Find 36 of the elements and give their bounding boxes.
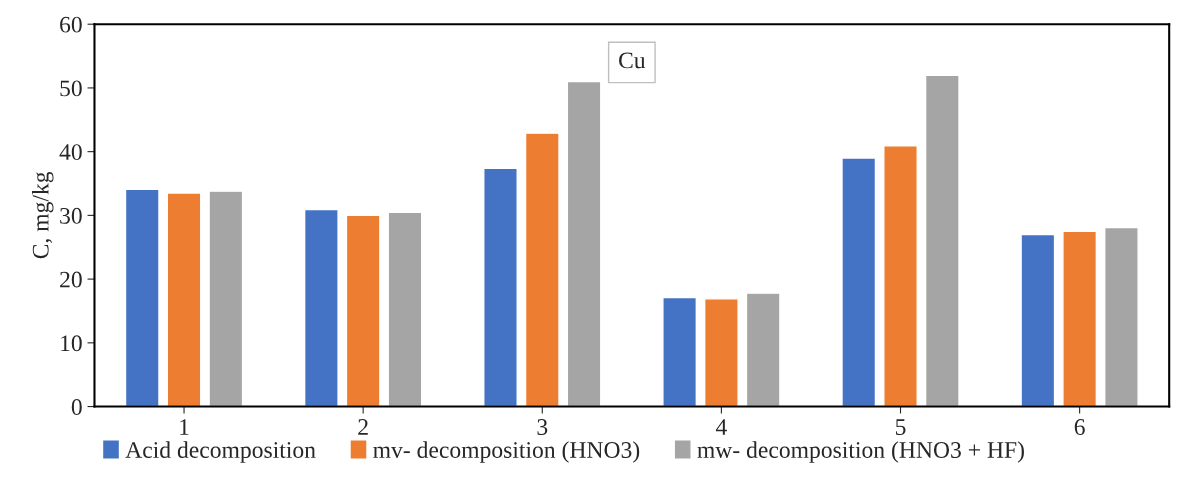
legend-label: Acid decomposition — [125, 441, 316, 463]
x-tick-label: 2 — [358, 419, 368, 435]
y-axis-title: C, mg/kg — [32, 171, 54, 259]
bar — [124, 188, 160, 407]
y-tick-label: 0 — [71, 399, 82, 415]
legend-label: mv- decomposition (HNO3) — [373, 441, 640, 463]
bar — [924, 74, 960, 407]
bar — [883, 145, 918, 407]
bar — [387, 211, 423, 407]
bar — [566, 80, 602, 407]
y-tick-label: 60 — [60, 16, 82, 33]
y-tick-label: 30 — [60, 207, 82, 224]
bar — [303, 208, 339, 407]
bar — [166, 192, 202, 407]
y-tick-label: 40 — [59, 144, 82, 161]
bar — [703, 298, 739, 407]
x-tick-label: 6 — [1074, 419, 1085, 435]
x-tick-label: 1 — [180, 419, 189, 435]
bar — [524, 132, 560, 407]
y-tick-label: 50 — [60, 80, 82, 97]
bar — [1104, 226, 1139, 407]
x-tick-label: 4 — [715, 419, 727, 435]
x-tick-label: 5 — [895, 419, 906, 435]
bar — [1062, 230, 1098, 407]
bar — [1020, 233, 1056, 407]
y-tick-label: 10 — [61, 335, 82, 352]
bar — [662, 296, 698, 407]
y-tick-label: 20 — [60, 271, 82, 288]
bar — [483, 167, 518, 407]
bar — [745, 292, 781, 407]
legend-label: mw- decomposition (HNO3 + HF) — [697, 441, 1024, 463]
bar — [841, 157, 877, 407]
bar — [345, 214, 381, 407]
bar — [208, 190, 244, 407]
x-tick-label: 3 — [537, 419, 548, 435]
annotation: Cu — [619, 52, 646, 69]
